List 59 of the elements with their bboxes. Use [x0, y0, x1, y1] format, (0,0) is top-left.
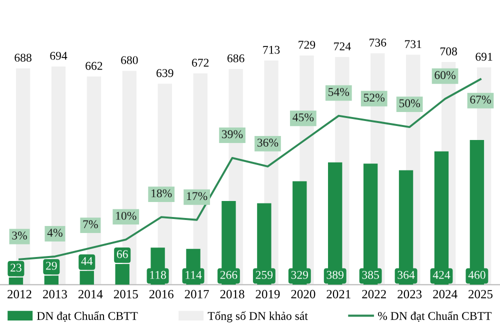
data-label: 114 — [186, 270, 202, 279]
data-label: 10% — [116, 212, 136, 220]
data-label: 691 — [476, 52, 492, 61]
data-label: 724 — [334, 42, 351, 50]
data-label: 50% — [399, 99, 420, 108]
x-tick-label: 2020 — [291, 290, 316, 298]
x-tick-label: 2012 — [8, 290, 32, 298]
data-label: 36% — [257, 138, 278, 147]
data-label: 686 — [227, 54, 244, 62]
data-label: 680 — [121, 56, 138, 64]
data-label: 7% — [83, 220, 98, 228]
data-label: 18% — [152, 189, 172, 198]
data-label: 118 — [150, 270, 166, 279]
x-tick-label: 2016 — [149, 290, 174, 298]
data-label: 39% — [222, 130, 243, 138]
data-label: 694 — [50, 52, 68, 60]
data-label: 44 — [81, 257, 93, 265]
data-label: 60% — [434, 71, 456, 80]
data-label: 4% — [47, 228, 62, 237]
legend-label: Tổng số DN khảo sát — [208, 311, 308, 322]
legend-label: DN đạt Chuẩn CBTT — [36, 311, 138, 322]
x-tick-label: 2025 — [468, 290, 493, 298]
data-label: 17% — [187, 192, 208, 200]
x-tick-label: 2022 — [362, 290, 386, 298]
data-label: 266 — [220, 270, 238, 279]
x-tick-label: 2014 — [78, 290, 103, 298]
data-label: 329 — [291, 270, 308, 279]
x-tick-label: 2021 — [326, 290, 350, 298]
data-label: 54% — [328, 88, 350, 96]
data-label: 45% — [292, 113, 314, 122]
data-label: 29 — [46, 262, 57, 270]
x-tick-label: 2015 — [114, 290, 138, 298]
data-label: 460 — [468, 270, 486, 279]
legend-label: % DN đạt Chuẩn CBTT — [378, 311, 492, 322]
data-label: 67% — [470, 96, 491, 104]
data-label: 23 — [10, 264, 22, 272]
data-label: 3% — [12, 232, 27, 240]
x-tick-label: 2024 — [433, 290, 458, 298]
data-label: 259 — [256, 270, 273, 279]
x-tick-label: 2017 — [184, 290, 209, 298]
x-tick-label: 2018 — [220, 290, 244, 298]
data-label: 729 — [298, 40, 316, 49]
x-tick-label: 2013 — [43, 290, 67, 298]
data-label: 52% — [364, 94, 385, 102]
data-label: 66 — [116, 250, 128, 258]
data-label: 662 — [86, 62, 102, 70]
data-label: 731 — [405, 40, 422, 48]
x-tick-label: 2023 — [398, 290, 422, 298]
data-label: 389 — [326, 270, 344, 279]
data-label: 713 — [263, 46, 280, 54]
x-tick-label: 2019 — [256, 290, 280, 298]
data-label: 688 — [14, 54, 32, 62]
data-label: 708 — [440, 47, 457, 56]
data-label: 736 — [370, 38, 386, 47]
data-label: 639 — [156, 69, 174, 78]
data-label: 385 — [362, 270, 379, 279]
data-label: 424 — [432, 270, 450, 279]
data-label: 364 — [398, 270, 415, 279]
data-label: 672 — [192, 58, 209, 67]
